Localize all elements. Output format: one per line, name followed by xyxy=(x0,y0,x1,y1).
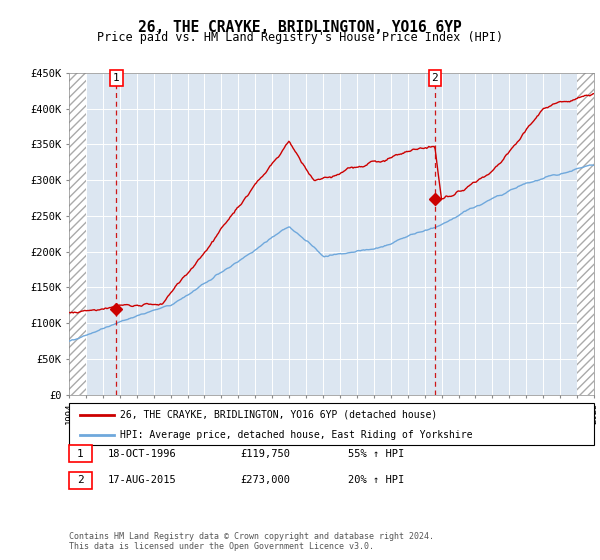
Text: £273,000: £273,000 xyxy=(240,475,290,486)
Text: Price paid vs. HM Land Registry's House Price Index (HPI): Price paid vs. HM Land Registry's House … xyxy=(97,31,503,44)
Bar xyxy=(69,73,86,395)
Text: 18-OCT-1996: 18-OCT-1996 xyxy=(108,449,177,459)
Text: 17-AUG-2015: 17-AUG-2015 xyxy=(108,475,177,486)
Text: 2: 2 xyxy=(77,475,84,486)
Text: £119,750: £119,750 xyxy=(240,449,290,459)
Text: Contains HM Land Registry data © Crown copyright and database right 2024.: Contains HM Land Registry data © Crown c… xyxy=(69,532,434,541)
Text: 26, THE CRAYKE, BRIDLINGTON, YO16 6YP (detached house): 26, THE CRAYKE, BRIDLINGTON, YO16 6YP (d… xyxy=(120,410,437,420)
Text: 26, THE CRAYKE, BRIDLINGTON, YO16 6YP: 26, THE CRAYKE, BRIDLINGTON, YO16 6YP xyxy=(138,20,462,35)
Text: This data is licensed under the Open Government Licence v3.0.: This data is licensed under the Open Gov… xyxy=(69,542,374,551)
Text: 20% ↑ HPI: 20% ↑ HPI xyxy=(348,475,404,486)
Text: 1: 1 xyxy=(77,449,84,459)
Text: HPI: Average price, detached house, East Riding of Yorkshire: HPI: Average price, detached house, East… xyxy=(120,430,473,440)
Text: 2: 2 xyxy=(431,73,438,83)
Bar xyxy=(577,73,594,395)
Text: 55% ↑ HPI: 55% ↑ HPI xyxy=(348,449,404,459)
Text: 1: 1 xyxy=(113,73,120,83)
